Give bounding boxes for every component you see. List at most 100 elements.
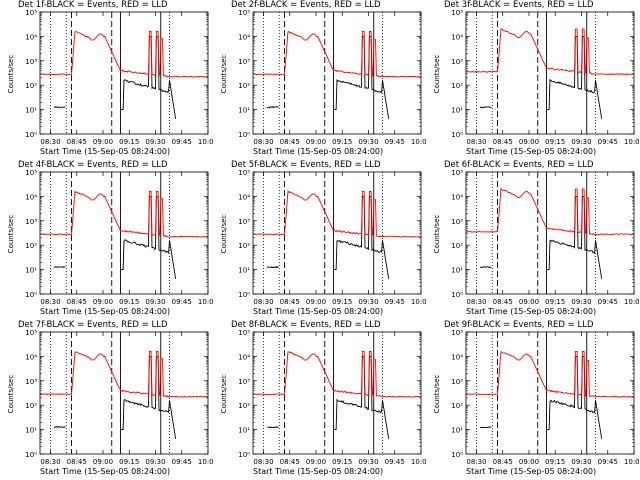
y-axis-label: Counts/sec [220, 214, 228, 254]
panel-title: Det 8f-BLACK = Events, RED = LLD [231, 320, 381, 330]
y-tick-label: 10³ [451, 58, 463, 66]
y-tick-label: 10⁰ [238, 451, 250, 459]
x-tick-label: 08:45 [280, 298, 300, 306]
y-tick-label: 10¹ [451, 107, 463, 115]
x-tick-label: 10:00 [624, 458, 639, 466]
x-tick-label: 10:00 [411, 458, 426, 466]
x-tick-label: 08:30 [40, 298, 60, 306]
y-tick-label: 10¹ [238, 267, 250, 275]
x-tick-label: 08:30 [253, 458, 273, 466]
y-tick-label: 10² [25, 402, 37, 410]
events-series-line [479, 106, 492, 108]
x-tick-label: 09:45 [172, 298, 192, 306]
y-tick-label: 10³ [25, 58, 37, 66]
panel-title: Det 4f-BLACK = Events, RED = LLD [18, 160, 168, 170]
x-tick-label: 09:00 [519, 298, 539, 306]
lld-series-line [465, 28, 635, 76]
y-tick-label: 10¹ [451, 427, 463, 435]
events-series-line [120, 195, 177, 279]
y-tick-label: 10³ [25, 218, 37, 226]
x-tick-label: 08:30 [40, 138, 60, 146]
x-tick-label: 10:00 [411, 298, 426, 306]
events-series-line [546, 35, 603, 119]
lld-series-line [40, 190, 209, 238]
x-tick-label: 09:00 [519, 458, 539, 466]
lld-series-line [252, 351, 422, 398]
y-axis-label: Counts/sec [220, 54, 228, 94]
plot-svg: 10⁰ 10¹ 10² 10³ 10⁴ 10⁵ 08:30 08:45 09:00 09:15 09… [238, 169, 426, 306]
y-tick-label: 10³ [451, 378, 463, 386]
lld-series-line [252, 189, 422, 238]
x-tick-label: 09:30 [571, 458, 591, 466]
x-axis-label: Start Time (15-Sep-05 08:24:00) [40, 147, 171, 156]
x-tick-label: 09:45 [598, 298, 618, 306]
y-tick-label: 10¹ [25, 427, 37, 435]
y-tick-label: 10⁵ [25, 9, 37, 17]
x-tick-label: 09:15 [119, 298, 139, 306]
events-series-line [266, 266, 279, 269]
y-tick-label: 10² [451, 82, 463, 90]
x-tick-label: 10:00 [624, 298, 639, 306]
events-series-line [333, 35, 390, 119]
panel-det-9f: 10⁰ 10¹ 10² 10³ 10⁴ 10⁵ 08:30 08:45 09:00 09:15 09… [426, 320, 639, 480]
x-tick-label: 09:15 [545, 458, 565, 466]
y-tick-label: 10⁴ [238, 33, 250, 41]
y-tick-label: 10⁵ [451, 169, 463, 177]
plot-svg: 10⁰ 10¹ 10² 10³ 10⁴ 10⁵ 08:30 08:45 09:00 09:15 09… [238, 329, 426, 466]
y-tick-label: 10⁰ [25, 131, 37, 139]
events-series-line [479, 266, 492, 269]
x-tick-label: 09:15 [332, 458, 352, 466]
y-tick-label: 10¹ [25, 107, 37, 115]
events-series-line [54, 266, 66, 269]
y-tick-label: 10⁰ [451, 291, 463, 299]
x-axis-label: Start Time (15-Sep-05 08:24:00) [466, 307, 597, 316]
x-tick-label: 09:15 [332, 138, 352, 146]
x-tick-label: 08:45 [280, 138, 300, 146]
events-series-line [546, 355, 603, 439]
y-tick-label: 10⁰ [25, 451, 37, 459]
x-tick-label: 09:30 [571, 138, 591, 146]
x-tick-label: 09:30 [145, 138, 165, 146]
y-tick-label: 10³ [238, 378, 250, 386]
plot-frame [465, 11, 635, 135]
x-tick-label: 08:30 [253, 298, 273, 306]
lld-series-line [39, 351, 209, 398]
x-tick-label: 09:15 [332, 298, 352, 306]
x-tick-label: 09:30 [358, 298, 378, 306]
x-axis-label: Start Time (15-Sep-05 08:24:00) [466, 467, 597, 476]
panel-det-1f: 10⁰ 10¹ 10² 10³ 10⁴ 10⁵ 08:30 08:45 09:00 09:15 09… [0, 0, 213, 160]
x-tick-label: 09:15 [545, 298, 565, 306]
x-axis-label: Start Time (15-Sep-05 08:24:00) [466, 147, 597, 156]
y-axis-label: Counts/sec [433, 214, 441, 254]
plot-svg: 10⁰ 10¹ 10² 10³ 10⁴ 10⁵ 08:30 08:45 09:00 09:15 09… [25, 329, 213, 466]
x-tick-label: 09:00 [93, 298, 113, 306]
events-series-line [267, 105, 279, 109]
x-tick-label: 08:45 [67, 298, 87, 306]
y-tick-label: 10² [451, 402, 463, 410]
plot-svg: 10⁰ 10¹ 10² 10³ 10⁴ 10⁵ 08:30 08:45 09:00 09:15 09… [25, 169, 213, 306]
x-tick-label: 10:00 [198, 138, 213, 146]
lld-series-line [465, 187, 635, 236]
y-tick-label: 10¹ [451, 267, 463, 275]
y-tick-label: 10⁴ [25, 353, 37, 361]
x-tick-label: 09:00 [306, 138, 326, 146]
x-tick-label: 08:45 [67, 138, 87, 146]
x-axis-label: Start Time (15-Sep-05 08:24:00) [253, 467, 384, 476]
x-tick-label: 09:15 [545, 138, 565, 146]
y-axis-label: Counts/sec [433, 374, 441, 414]
panel-det-2f: 10⁰ 10¹ 10² 10³ 10⁴ 10⁵ 08:30 08:45 09:00 09:15 09… [213, 0, 426, 160]
plot-svg: 10⁰ 10¹ 10² 10³ 10⁴ 10⁵ 08:30 08:45 09:00 09:15 09… [451, 9, 639, 146]
y-tick-label: 10¹ [238, 107, 250, 115]
x-axis-label: Start Time (15-Sep-05 08:24:00) [40, 467, 171, 476]
y-tick-label: 10⁴ [451, 193, 463, 201]
y-tick-label: 10⁰ [451, 131, 463, 139]
x-tick-label: 10:00 [198, 298, 213, 306]
y-axis-label: Counts/sec [7, 374, 15, 414]
panel-title: Det 3f-BLACK = Events, RED = LLD [444, 0, 594, 10]
panel-title: Det 7f-BLACK = Events, RED = LLD [18, 320, 168, 330]
y-tick-label: 10⁴ [25, 33, 37, 41]
x-tick-label: 10:00 [411, 138, 426, 146]
y-tick-label: 10⁴ [451, 33, 463, 41]
panel-det-5f: 10⁰ 10¹ 10² 10³ 10⁴ 10⁵ 08:30 08:45 09:00 09:15 09… [213, 160, 426, 320]
x-tick-label: 10:00 [198, 458, 213, 466]
